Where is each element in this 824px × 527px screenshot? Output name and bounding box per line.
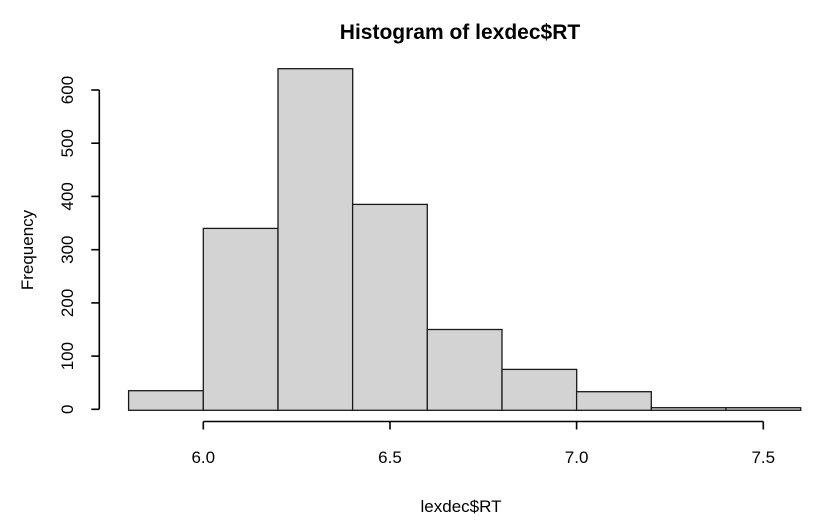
- y-tick-label: 600: [58, 76, 77, 104]
- y-tick-label: 300: [58, 236, 77, 264]
- y-tick-label: 0: [58, 405, 77, 414]
- histogram-bar: [277, 68, 354, 411]
- y-tick-label: 500: [58, 129, 77, 157]
- histogram-bar: [426, 328, 503, 411]
- histogram-bar: [650, 407, 727, 411]
- histogram-bar: [127, 390, 204, 411]
- y-tick-label: 100: [58, 342, 77, 370]
- y-axis-label: Frequency: [18, 209, 37, 290]
- x-tick-label: 6.0: [191, 448, 215, 467]
- x-tick-label: 7.0: [565, 448, 589, 467]
- plot-elements: 0 100 200 300 400 500 600 6.0 6.5 7.0 7.5: [58, 68, 802, 467]
- histogram-bar: [501, 368, 578, 411]
- histogram-bar: [202, 227, 279, 411]
- x-tick-label: 6.5: [378, 448, 402, 467]
- chart-title: Histogram of lexdec$RT: [340, 21, 581, 44]
- y-tick-label: 200: [58, 289, 77, 317]
- x-axis-label: lexdec$RT: [421, 497, 502, 516]
- histogram-bar: [725, 407, 802, 411]
- histogram-bar: [351, 203, 428, 411]
- y-tick-label: 400: [58, 182, 77, 210]
- histogram-bar: [575, 391, 652, 411]
- x-tick-label: 7.5: [751, 448, 775, 467]
